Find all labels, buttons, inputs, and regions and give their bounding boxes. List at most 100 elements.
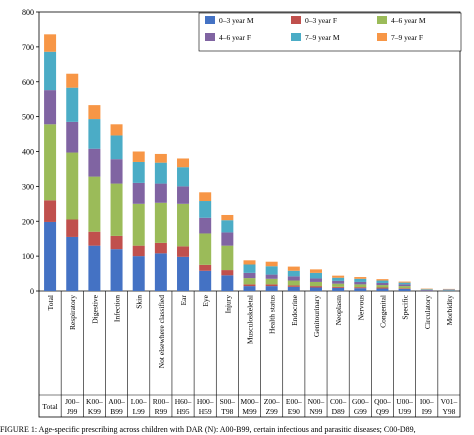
category-label: Neoplasm	[334, 295, 343, 326]
category-label: Eye	[201, 294, 210, 306]
y-tick-label: 600	[22, 78, 34, 87]
bar-segment	[154, 162, 167, 184]
y-tick-label: 400	[22, 148, 34, 157]
code-range-start: L00–	[131, 397, 147, 406]
bar-segment	[177, 167, 190, 187]
bar-segment	[332, 287, 345, 291]
legend-label: 7–9 year M	[305, 33, 340, 42]
bar-segment	[376, 287, 389, 289]
bar-segment	[154, 183, 167, 203]
bar-segment	[376, 288, 389, 291]
bar-segment	[376, 285, 389, 288]
bar-segment	[66, 236, 79, 291]
bar-segment	[88, 231, 101, 246]
bar-segment	[420, 290, 433, 291]
bar-segment	[132, 256, 145, 291]
bar-segment	[287, 270, 300, 277]
bar-segment	[265, 261, 278, 267]
bar-segment	[177, 256, 190, 291]
bar-segment	[265, 286, 278, 291]
code-range-start: C00–	[330, 397, 347, 406]
bar-segment	[398, 284, 411, 287]
category-label: Health status	[268, 295, 277, 334]
category-label: Endocrine	[290, 294, 299, 325]
category-label: Respiratory	[68, 295, 77, 330]
category-label: Skin	[135, 295, 144, 309]
bar-segment	[398, 288, 411, 291]
bar-segment	[309, 278, 322, 282]
bar-segment	[287, 286, 300, 291]
bar-segment	[243, 286, 256, 291]
category-label: Congenital	[378, 295, 387, 328]
code-range-end: T98	[221, 407, 233, 416]
bar-segment	[376, 282, 389, 286]
code-range-end: N99	[310, 407, 323, 416]
bar-segment	[243, 264, 256, 273]
bar-segment	[354, 284, 367, 288]
bar-segment	[88, 245, 101, 291]
bar-segment	[66, 152, 79, 220]
code-range-end: U99	[398, 407, 411, 416]
bar-segment	[177, 186, 190, 204]
bar-segment	[132, 203, 145, 246]
bar-segment	[44, 34, 57, 52]
bar-segment	[88, 176, 101, 232]
bar-segment	[398, 288, 411, 289]
bar-segment	[221, 270, 234, 276]
bar-segment	[243, 272, 256, 279]
bar-segment	[243, 284, 256, 287]
bar-segment	[221, 245, 234, 271]
bar-segment	[177, 158, 190, 168]
y-tick-label: 100	[22, 252, 34, 261]
bar-segment	[44, 90, 57, 125]
bar-segment	[66, 73, 79, 88]
legend-box	[198, 12, 462, 52]
category-label: Musculoskeletal	[246, 295, 255, 344]
bar-segment	[44, 51, 57, 91]
bar-segment	[354, 281, 367, 285]
code-range-end: D89	[332, 407, 345, 416]
code-range-start: G00–	[352, 397, 369, 406]
code-range-end: H59	[199, 407, 212, 416]
bar-segment	[154, 242, 167, 254]
code-range-end: G99	[354, 407, 367, 416]
bar-segment	[221, 275, 234, 291]
bar-segment	[398, 282, 411, 285]
category-label: Injury	[223, 295, 232, 314]
code-range-start: A00–	[108, 397, 125, 406]
legend-swatch	[205, 16, 215, 24]
legend-label: 0–3 year M	[219, 16, 254, 25]
bar-segment	[309, 287, 322, 291]
bars	[44, 34, 455, 291]
code-range-start: Q00–	[374, 397, 391, 406]
code-range-end: Y98	[442, 407, 455, 416]
code-range-end: K99	[88, 407, 101, 416]
bar-segment	[398, 286, 411, 289]
bar-segment	[354, 278, 367, 282]
code-range-start: E00–	[286, 397, 302, 406]
bar-segment	[332, 283, 345, 287]
category-labels: Total Total Respiratory J00–J99 Digestive K00…	[42, 294, 457, 416]
bar-segment	[265, 284, 278, 287]
bar-segment	[287, 280, 300, 286]
category-label: Not elsewhere classified	[157, 295, 166, 369]
bar-segment	[243, 260, 256, 265]
bar-segment	[332, 275, 345, 278]
code-range-start: U00–	[396, 397, 413, 406]
bar-segment	[44, 200, 57, 222]
bar-segment	[243, 278, 256, 285]
y-tick-label: 700	[22, 43, 34, 52]
figure-caption: FIGURE 1: Age-specific prescribing acros…	[0, 425, 416, 434]
legend-label: 4–6 year M	[391, 16, 426, 25]
code-range-start: S00–	[220, 397, 236, 406]
bar-segment	[177, 246, 190, 257]
bar-segment	[376, 279, 389, 281]
code-range-start: Total	[42, 402, 57, 411]
bar-segment	[88, 148, 101, 177]
bar-segment	[110, 135, 123, 160]
y-tick-label: 200	[22, 217, 34, 226]
plot-frame	[38, 11, 461, 418]
bar-segment	[221, 214, 234, 221]
bar-segment	[110, 249, 123, 291]
